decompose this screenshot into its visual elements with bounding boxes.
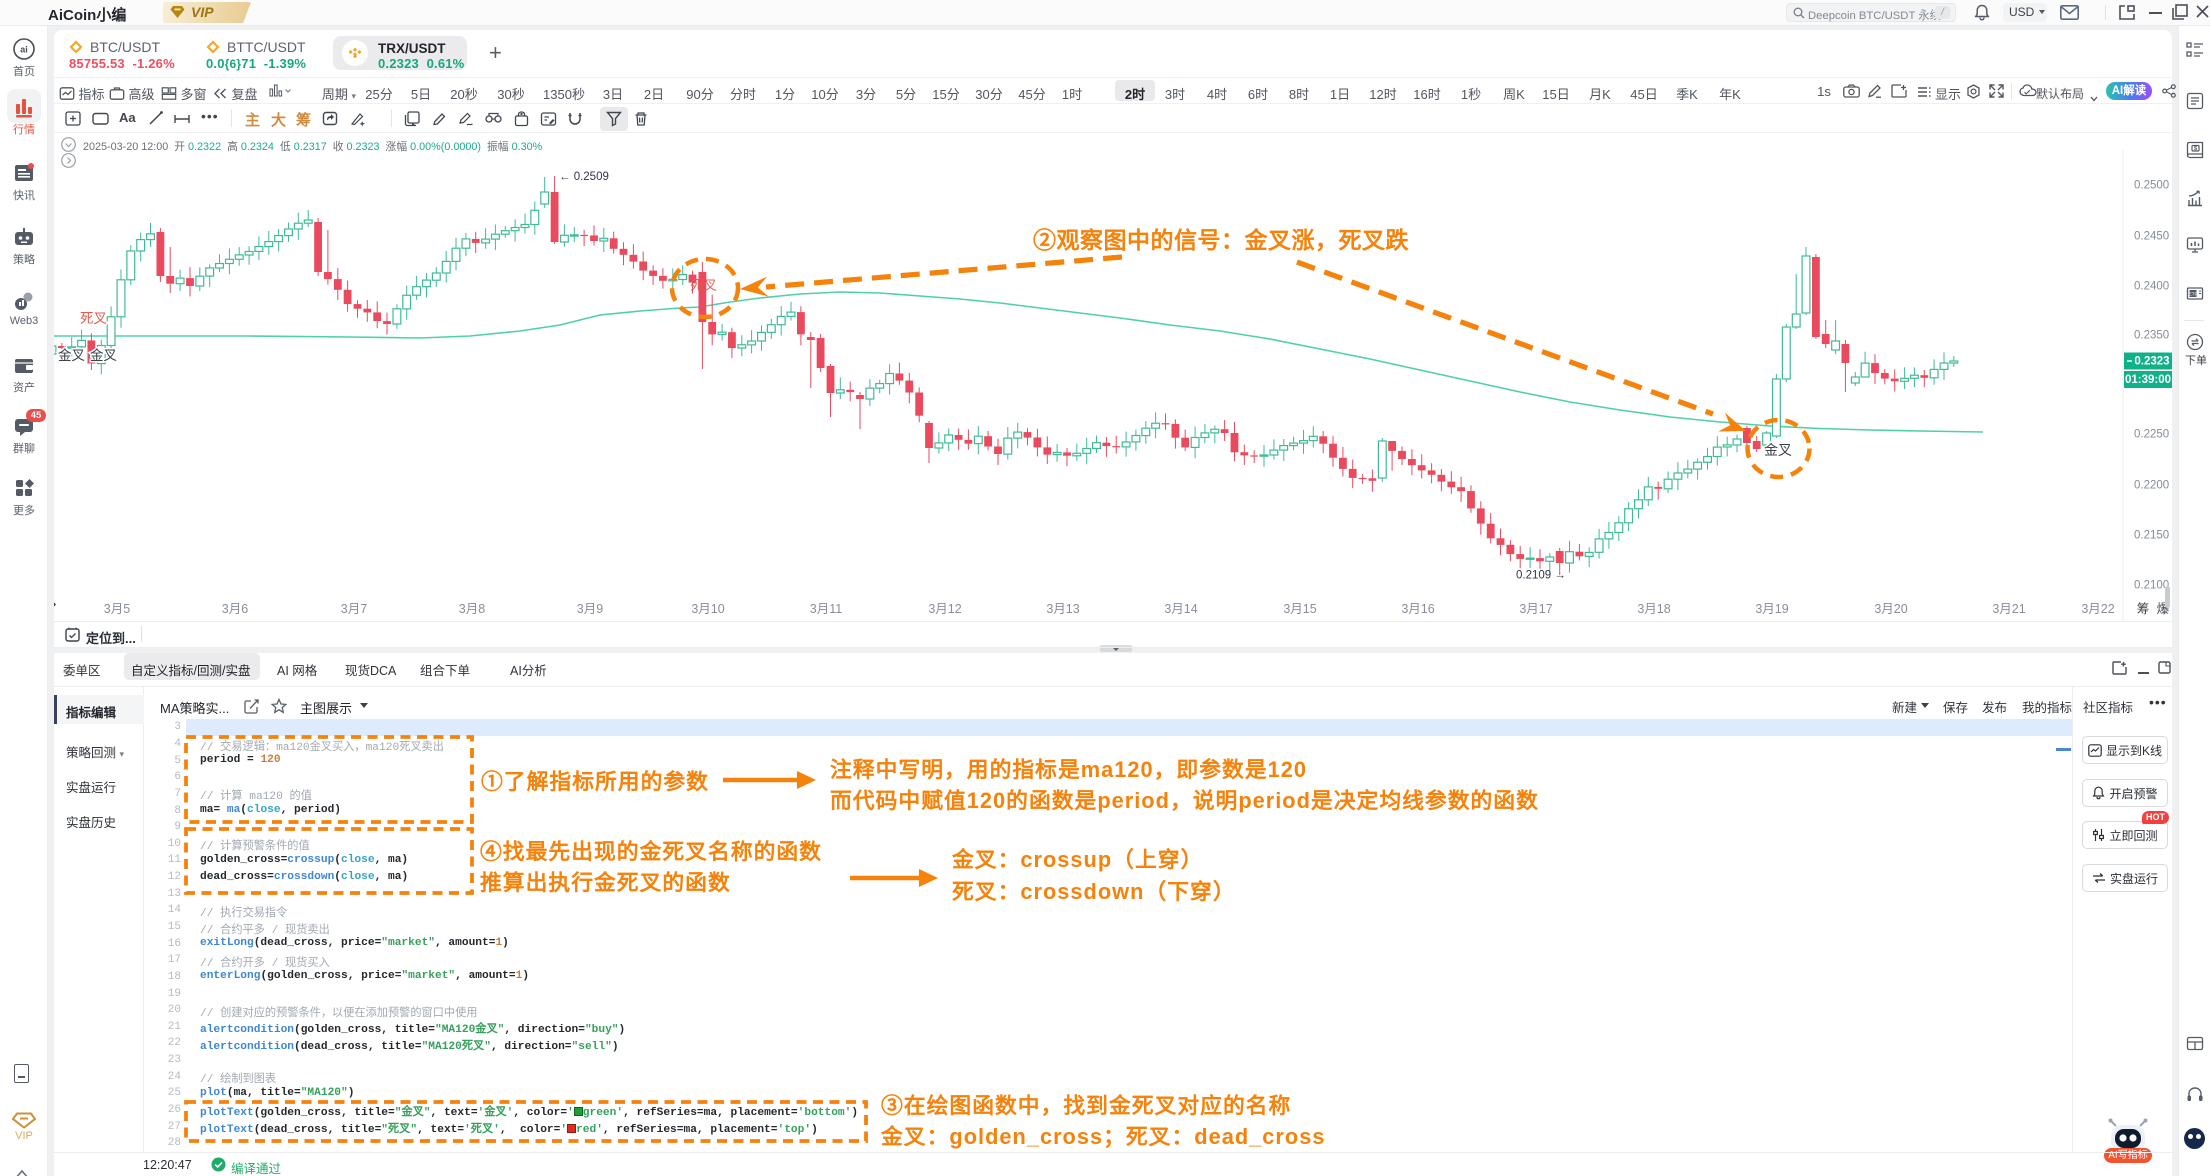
svg-text:ETF: ETF	[2189, 292, 2198, 297]
svg-text:3月18: 3月18	[1637, 602, 1670, 616]
svg-text:3月22: 3月22	[2081, 602, 2114, 616]
svg-text:0.2100: 0.2100	[2134, 580, 2169, 592]
svg-text:金叉: 金叉	[90, 348, 117, 363]
svg-text:金叉: 金叉	[58, 348, 85, 363]
svg-text:0.2400: 0.2400	[2134, 281, 2169, 293]
svg-text:②观察图中的信号：金叉涨，死叉跌: ②观察图中的信号：金叉涨，死叉跌	[1033, 227, 1409, 253]
svg-text:3月8: 3月8	[459, 602, 485, 616]
svg-text:金叉: 金叉	[1764, 442, 1792, 458]
svg-text:3月10: 3月10	[691, 602, 724, 616]
svg-text:3月5: 3月5	[104, 602, 130, 616]
svg-text:0.2323: 0.2323	[2134, 356, 2169, 368]
svg-text:01:39:00: 01:39:00	[2125, 374, 2171, 386]
svg-text:3月11: 3月11	[810, 602, 842, 616]
svg-text:死叉: 死叉	[80, 311, 107, 326]
svg-text:0.2109 →: 0.2109 →	[1516, 570, 1566, 582]
svg-text:3月13: 3月13	[1046, 602, 1079, 616]
svg-text:0.2500: 0.2500	[2134, 180, 2169, 192]
svg-text:ai: ai	[20, 45, 28, 55]
svg-text:0.2350: 0.2350	[2134, 330, 2169, 342]
svg-text:3月15: 3月15	[1283, 602, 1316, 616]
svg-text:筹: 筹	[2137, 601, 2150, 616]
svg-text:$: $	[2194, 146, 2197, 152]
svg-text:3月6: 3月6	[222, 602, 248, 616]
svg-text:3月12: 3月12	[928, 602, 961, 616]
svg-text:3月16: 3月16	[1401, 602, 1434, 616]
svg-text:3月21: 3月21	[1992, 602, 2025, 616]
svg-text:3月20: 3月20	[1874, 602, 1907, 616]
svg-text:3月14: 3月14	[1164, 602, 1197, 616]
svg-text:死叉: 死叉	[690, 278, 718, 293]
svg-text:0.2450: 0.2450	[2134, 231, 2169, 243]
svg-text:← 0.2509: ← 0.2509	[559, 171, 609, 183]
svg-text:3月19: 3月19	[1755, 602, 1788, 616]
svg-text:3月7: 3月7	[341, 602, 367, 616]
svg-text:3月9: 3月9	[577, 602, 603, 616]
svg-text:0.2150: 0.2150	[2134, 530, 2169, 542]
svg-text:3月17: 3月17	[1519, 602, 1552, 616]
svg-text:0.2200: 0.2200	[2134, 480, 2169, 492]
svg-text:0.2250: 0.2250	[2134, 429, 2169, 441]
